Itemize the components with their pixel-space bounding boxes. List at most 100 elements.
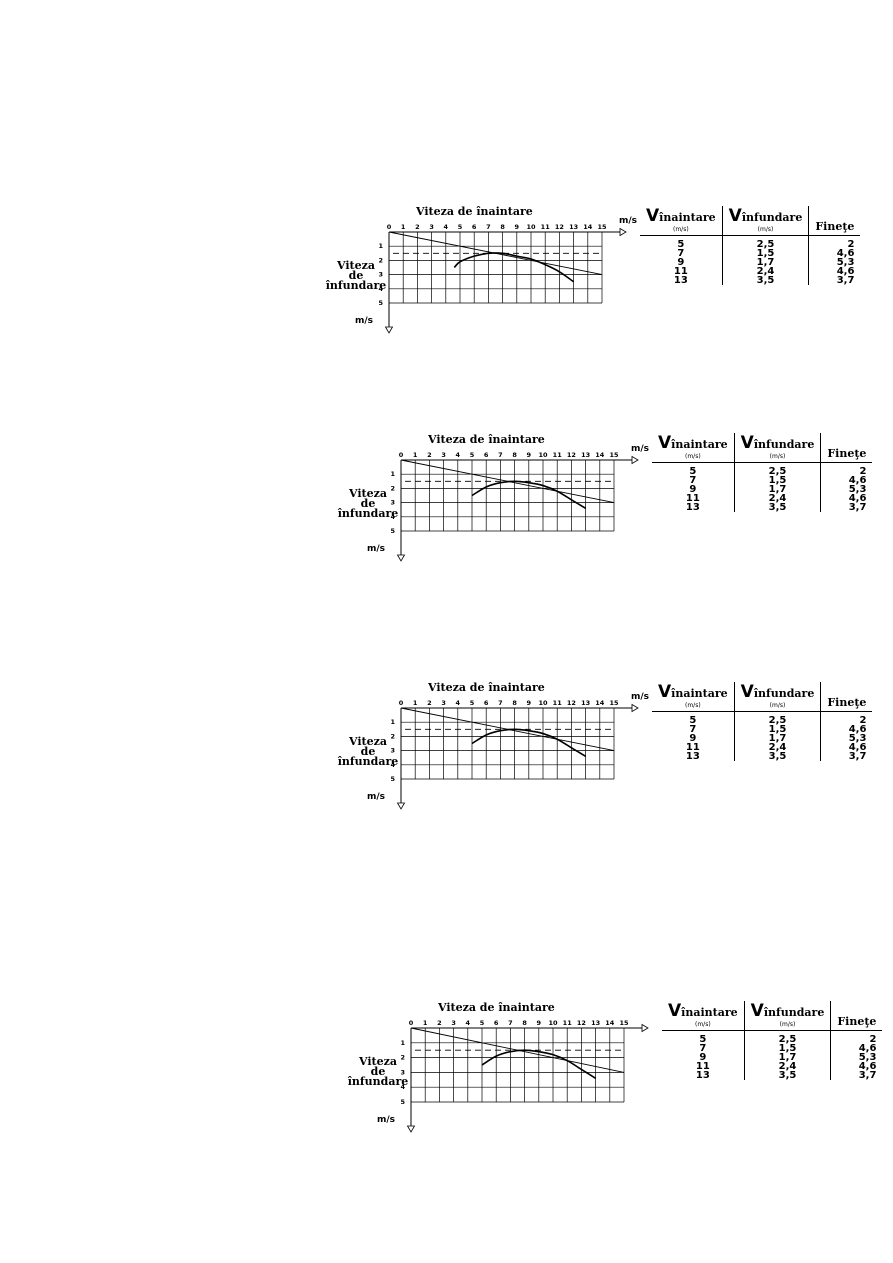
y-tick-label: 3 (400, 1068, 405, 1076)
chart-title: Viteza de înaintare (437, 1001, 555, 1014)
table-header: Vînfundare (m/s) (721, 206, 809, 236)
y-tick-label: 2 (400, 1054, 405, 1062)
x-tick-label: 3 (441, 699, 446, 707)
table-cell-inaintare: 9 (689, 733, 697, 744)
table-cell-finete: 4,6 (820, 725, 873, 735)
y-axis-label: de (361, 745, 376, 758)
chart-3-table: Vînaintare (m/s) Vînfundare (m/s) Fineţe 5 2,5… (652, 682, 873, 762)
table-cell-finete: 4,6 (808, 267, 861, 277)
table-cell-finete: 2 (820, 462, 873, 476)
x-tick-label: 6 (494, 1019, 499, 1027)
y-tick-label: 4 (390, 513, 395, 521)
table-row: 7 1,5 4,6 (652, 725, 873, 735)
x-unit-label: m/s (631, 692, 649, 702)
x-tick-label: 8 (500, 223, 505, 231)
y-axis-arrow (384, 326, 394, 334)
x-tick-label: 8 (512, 699, 517, 707)
x-tick-label: 13 (581, 451, 590, 459)
table-cell-infundare: 2,5 (721, 235, 809, 249)
chart-4-table: Vînaintare (m/s) Vînfundare (m/s) Fineţe 5 2,5… (662, 1001, 883, 1081)
x-tick-label: 6 (484, 699, 489, 707)
table-cell-finete: 5,3 (808, 258, 861, 268)
table-cell-infundare: 2,5 (733, 462, 821, 476)
x-tick-label: 14 (595, 699, 605, 707)
y-axis-label: Viteza (358, 1055, 397, 1068)
table-row: 11 2,4 4,6 (640, 267, 861, 277)
y-tick-label: 5 (390, 527, 395, 535)
table-row: 9 1,7 5,3 (662, 1053, 883, 1063)
table-cell-finete: 2 (808, 235, 861, 249)
table-cell-infundare: 1,7 (743, 1053, 831, 1063)
y-tick-label: 4 (390, 761, 395, 769)
y-tick-label: 4 (378, 285, 383, 293)
table-cell-finete: 3,7 (820, 752, 873, 762)
x-axis-arrow (619, 227, 627, 237)
table-cell-infundare: 2,5 (733, 711, 821, 725)
y-tick-label: 2 (378, 256, 383, 264)
header-symbol: V (750, 1001, 764, 1021)
header-subscript: înaintare (681, 1006, 738, 1019)
table-cell-inaintare: 5 (689, 715, 697, 726)
x-tick-label: 10 (526, 223, 536, 231)
table-cell-inaintare: 11 (685, 742, 700, 753)
series-tangent-line (410, 1027, 625, 1073)
table-cell-infundare: 3,5 (721, 276, 809, 286)
x-tick-label: 15 (597, 223, 607, 231)
y-tick-label: 3 (378, 271, 383, 279)
chart-title: Viteza de înaintare (427, 681, 545, 694)
header-subscript: înfundare (741, 211, 803, 224)
y-unit-label: m/s (367, 792, 385, 802)
table-cell-finete: 4,6 (808, 249, 861, 259)
y-tick-label: 4 (400, 1083, 405, 1091)
y-axis-label: înfundare (326, 279, 387, 292)
table-cell-finete: 4,6 (830, 1044, 883, 1054)
x-tick-label: 1 (413, 451, 418, 459)
table-cell-inaintare: 5 (677, 239, 685, 250)
table-cell-finete: 2 (830, 1030, 883, 1044)
table-cell-finete: 5,3 (820, 734, 873, 744)
table-cell-infundare: 2,5 (743, 1030, 831, 1044)
x-tick-label: 2 (427, 451, 432, 459)
table-row: 11 2,4 4,6 (652, 742, 873, 753)
header-unit: (m/s) (684, 453, 701, 460)
header-unit: (m/s) (757, 226, 774, 233)
table-row: 5 2,5 2 (652, 462, 873, 476)
table-cell-inaintare: 13 (695, 1070, 710, 1081)
y-tick-label: 5 (378, 299, 383, 307)
chart-2-table: Vînaintare (m/s) Vînfundare (m/s) Fineţe 5 2,5… (652, 433, 873, 513)
y-axis-arrow (396, 802, 406, 810)
x-tick-label: 5 (470, 451, 475, 459)
table-header: Fineţe (820, 682, 873, 712)
x-tick-label: 12 (567, 451, 576, 459)
header-unit: (m/s) (684, 702, 701, 709)
table-header: Vînaintare (m/s) (652, 433, 735, 463)
y-axis-label: de (371, 1065, 386, 1078)
series-polar-curve (481, 1049, 597, 1079)
y-unit-label: m/s (367, 544, 385, 554)
table-cell-infundare: 1,7 (733, 485, 821, 495)
table-row: 9 1,7 5,3 (652, 485, 873, 495)
table-header: Vînfundare (m/s) (743, 1001, 831, 1031)
x-tick-label: 7 (498, 699, 503, 707)
header-subscript: înfundare (763, 1006, 825, 1019)
table-row: 7 1,5 4,6 (640, 249, 861, 259)
x-tick-label: 3 (451, 1019, 456, 1027)
table-row: 13 3,5 3,7 (652, 503, 873, 513)
table-cell-infundare: 1,7 (721, 258, 809, 268)
y-tick-label: 5 (390, 775, 395, 783)
y-tick-label: 1 (400, 1039, 405, 1047)
x-tick-label: 4 (456, 699, 461, 707)
x-tick-label: 13 (591, 1019, 600, 1027)
x-tick-label: 1 (401, 223, 406, 231)
x-tick-label: 7 (508, 1019, 513, 1027)
y-tick-label: 1 (378, 242, 383, 250)
table-cell-finete: 3,7 (808, 276, 861, 286)
y-axis-label: înfundare (348, 1075, 409, 1088)
table-header: Fineţe (808, 206, 861, 236)
x-tick-label: 4 (456, 451, 461, 459)
table-row: 11 2,4 4,6 (652, 494, 873, 504)
header-subscript: înfundare (753, 687, 815, 700)
table-cell-inaintare: 7 (689, 475, 697, 486)
header-unit: (m/s) (769, 702, 786, 709)
table-cell-infundare: 1,7 (733, 734, 821, 744)
